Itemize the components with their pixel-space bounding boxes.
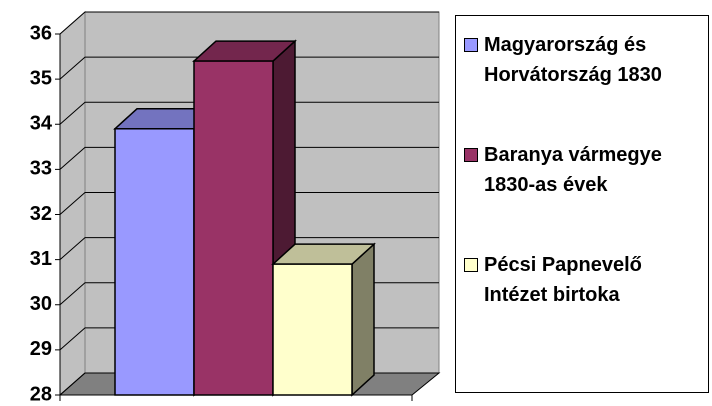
bar	[272, 263, 353, 396]
y-tick-label: 28	[30, 383, 52, 405]
legend-item: Baranya vármegye 1830-as évek	[464, 140, 709, 200]
y-tick-label: 34	[30, 113, 53, 135]
grid-line	[59, 56, 439, 80]
legend: Magyarország és Horvátország 1830 Baranya…	[455, 15, 709, 393]
y-tick-label: 30	[30, 293, 52, 315]
grid-line	[59, 101, 439, 125]
y-tick-label: 31	[30, 248, 52, 270]
grid-line	[59, 146, 439, 170]
legend-label: Magyarország és Horvátország 1830	[484, 34, 662, 86]
legend-swatch	[464, 148, 478, 162]
legend-swatch	[464, 38, 478, 52]
grid-line	[59, 11, 439, 35]
legend-swatch	[464, 258, 478, 272]
legend-label: Baranya vármegye 1830-as évek	[484, 144, 662, 196]
y-tick-label: 29	[30, 338, 52, 360]
y-tick-label: 36	[30, 22, 52, 44]
y-tick-label: 35	[30, 67, 52, 89]
bar	[114, 128, 195, 396]
grid-line	[59, 192, 439, 215]
y-tick-label: 32	[30, 203, 52, 225]
plot: 28 29 30 31 32 33 34 35 36	[30, 10, 441, 405]
legend-item: Pécsi Papnevelő Intézet birtoka	[464, 250, 709, 310]
bar	[193, 60, 274, 396]
grid-line	[59, 237, 439, 261]
legend-label: Pécsi Papnevelő Intézet birtoka	[484, 254, 642, 306]
y-tick-label: 33	[30, 158, 52, 180]
legend-item: Magyarország és Horvátország 1830	[464, 30, 709, 90]
bar-side	[351, 242, 375, 397]
